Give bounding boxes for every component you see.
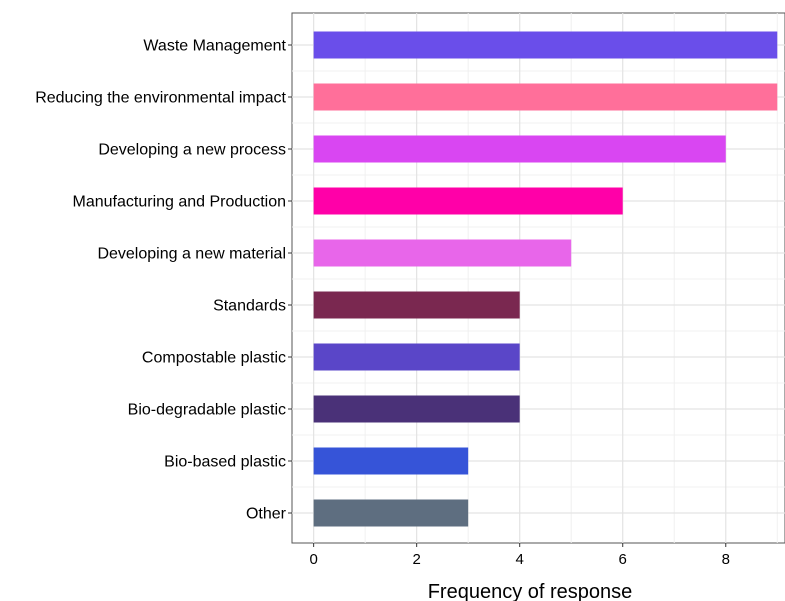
- x-tick-label: 6: [619, 551, 627, 568]
- bars: [313, 31, 778, 527]
- bar: [313, 343, 520, 371]
- category-label: Bio-based plastic: [164, 454, 286, 471]
- category-label: Developing a new material: [97, 246, 286, 263]
- x-tick-label: 2: [412, 551, 420, 568]
- bar: [313, 239, 572, 267]
- bar: [313, 31, 778, 59]
- category-label: Bio-degradable plastic: [128, 402, 286, 419]
- category-label: Developing a new process: [98, 142, 286, 159]
- x-tick-label: 8: [722, 551, 730, 568]
- bar: [313, 187, 623, 215]
- x-axis: 0 2 4 6 8: [309, 543, 730, 568]
- category-label: Standards: [213, 298, 286, 315]
- bar: [313, 83, 778, 111]
- category-label: Other: [246, 506, 287, 523]
- category-label: Waste Management: [143, 38, 286, 55]
- bar: [313, 447, 469, 475]
- x-axis-title: Frequency of response: [428, 581, 633, 601]
- x-tick-label: 0: [309, 551, 317, 568]
- x-tick-label: 4: [516, 551, 524, 568]
- category-label: Reducing the environmental impact: [35, 90, 286, 107]
- category-label: Manufacturing and Production: [73, 194, 286, 211]
- y-axis: Waste Management Reducing the environment…: [35, 38, 292, 523]
- bar: [313, 291, 520, 319]
- bar: [313, 135, 726, 163]
- bar: [313, 499, 469, 527]
- bar: [313, 395, 520, 423]
- category-label: Compostable plastic: [142, 350, 286, 367]
